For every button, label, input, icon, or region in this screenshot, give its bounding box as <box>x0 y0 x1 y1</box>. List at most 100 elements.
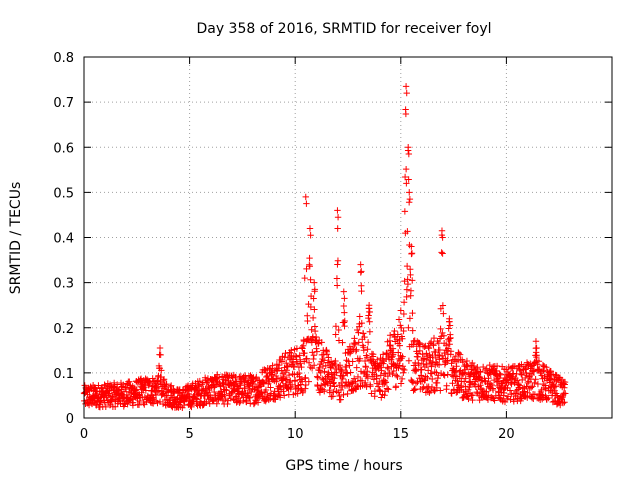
data-point <box>174 394 181 402</box>
data-point <box>524 379 531 387</box>
data-point <box>322 347 330 354</box>
data-point <box>302 381 309 389</box>
data-point <box>473 388 481 396</box>
data-point <box>493 378 501 386</box>
data-point <box>428 370 435 377</box>
y-tick-label: 0.2 <box>53 322 74 337</box>
data-point <box>323 379 330 386</box>
data-point <box>209 397 217 405</box>
y-tick-label: 0.7 <box>53 96 74 111</box>
data-point <box>446 322 454 329</box>
data-point <box>366 328 374 336</box>
data-point <box>418 372 425 379</box>
data-point <box>249 379 256 386</box>
data-point <box>364 339 372 346</box>
x-axis-title: GPS time / hours <box>285 458 402 474</box>
data-point <box>333 275 341 282</box>
data-point <box>410 387 417 394</box>
data-point <box>504 368 511 376</box>
data-point <box>364 368 371 375</box>
data-point <box>329 380 337 387</box>
data-point <box>325 354 332 361</box>
y-tick-label: 0 <box>66 412 74 427</box>
data-point <box>561 399 568 406</box>
data-point <box>366 318 373 325</box>
data-point <box>410 341 417 348</box>
data-point <box>312 333 320 341</box>
data-point <box>309 314 317 322</box>
data-point <box>203 379 210 386</box>
data-point <box>403 262 411 270</box>
data-point <box>438 249 445 256</box>
data-point <box>446 341 453 348</box>
data-point <box>364 374 372 382</box>
data-point <box>146 379 154 387</box>
data-point <box>447 348 455 355</box>
data-point <box>245 383 252 390</box>
data-point <box>213 400 221 407</box>
data-point <box>241 385 249 392</box>
data-point <box>408 243 415 250</box>
data-point <box>394 373 401 381</box>
data-point <box>403 180 410 187</box>
data-point <box>323 351 331 358</box>
data-point <box>319 375 326 383</box>
data-point <box>426 340 434 347</box>
data-point <box>362 379 369 387</box>
data-point <box>390 367 397 375</box>
data-point <box>356 355 364 362</box>
data-point <box>369 351 377 358</box>
y-tick-label: 0.3 <box>53 277 74 292</box>
data-point <box>132 387 139 394</box>
data-point <box>527 384 535 391</box>
data-point <box>409 327 416 334</box>
data-point <box>424 388 432 395</box>
data-point <box>551 387 558 394</box>
data-point <box>460 394 467 401</box>
data-point <box>193 400 200 408</box>
data-point <box>418 366 425 374</box>
x-tick-labels: 0 5 10 15 20 <box>80 427 515 442</box>
data-point <box>424 374 431 382</box>
data-point <box>224 400 231 408</box>
data-point <box>284 363 291 371</box>
data-point <box>306 261 313 269</box>
data-point <box>430 334 438 342</box>
data-point <box>562 390 569 397</box>
data-point <box>340 391 347 398</box>
data-point <box>129 399 137 406</box>
data-point <box>414 378 421 386</box>
data-point <box>407 271 414 279</box>
data-point <box>395 316 403 323</box>
data-point <box>476 373 484 381</box>
data-point <box>360 330 367 337</box>
data-point <box>535 358 543 365</box>
data-point <box>385 386 392 393</box>
data-point <box>412 367 419 375</box>
data-point <box>517 370 525 378</box>
data-point <box>284 384 291 392</box>
data-point <box>465 395 472 403</box>
data-point <box>337 396 344 403</box>
data-point <box>408 250 415 258</box>
data-point <box>455 350 463 357</box>
y-axis-title: SRMTID / TECUs <box>8 182 24 295</box>
data-point <box>340 288 347 295</box>
data-point <box>448 390 455 397</box>
data-point <box>167 382 175 389</box>
data-point <box>293 360 301 368</box>
data-point <box>250 400 258 408</box>
data-point <box>384 365 392 372</box>
data-point <box>329 393 337 400</box>
data-point <box>302 385 309 392</box>
data-point <box>405 324 412 331</box>
data-point <box>318 382 325 389</box>
data-point <box>254 387 261 394</box>
data-point <box>406 266 414 273</box>
data-point <box>288 347 295 354</box>
data-point <box>513 387 520 395</box>
data-point <box>429 352 436 360</box>
data-point <box>101 381 108 388</box>
data-point <box>206 400 213 407</box>
data-point <box>163 380 170 388</box>
